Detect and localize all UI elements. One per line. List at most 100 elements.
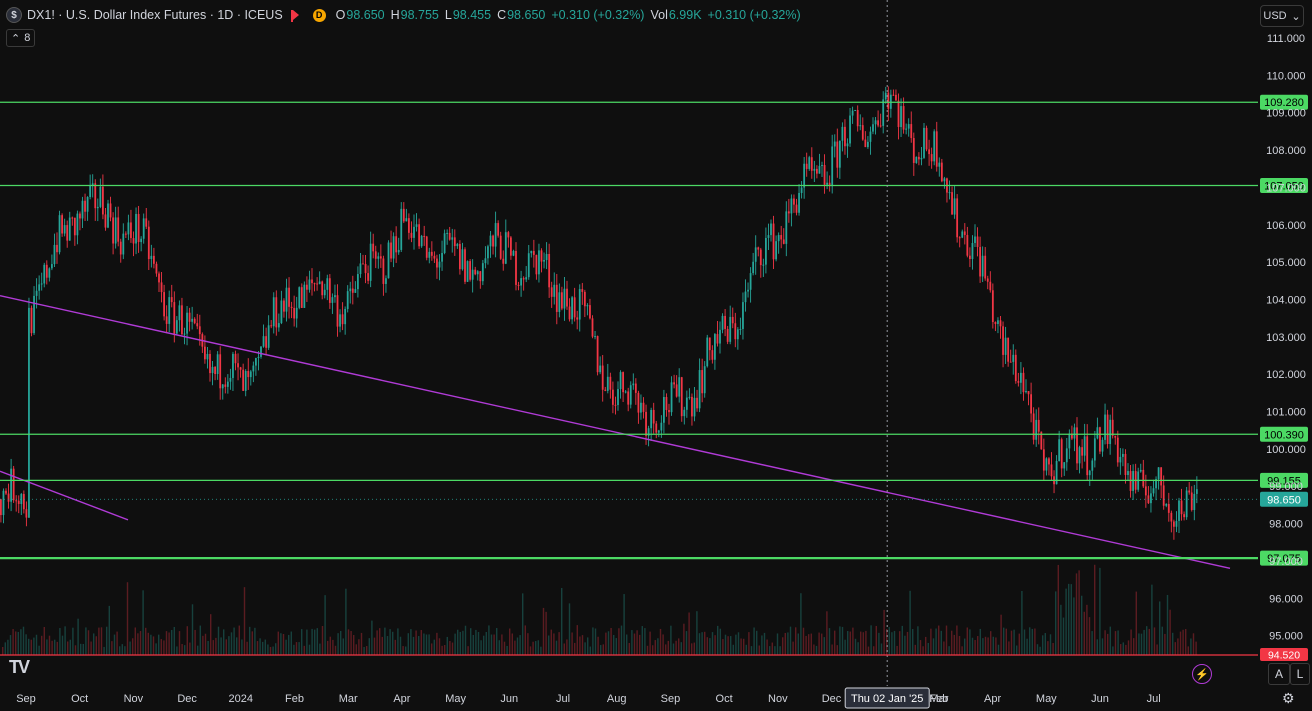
- candle-body: [844, 126, 846, 147]
- flag-icon[interactable]: [290, 10, 299, 22]
- candle-body: [655, 423, 658, 433]
- volume-bar: [698, 633, 701, 655]
- candle-body: [51, 264, 53, 269]
- candle-body: [1195, 489, 1198, 494]
- volume-bar: [293, 644, 295, 655]
- candle-body: [91, 183, 94, 186]
- volume-bar: [472, 634, 474, 655]
- volume-bar: [914, 644, 916, 655]
- candle-body: [351, 288, 354, 293]
- volume-bar: [1094, 564, 1096, 655]
- volume-bar: [1073, 597, 1075, 655]
- candle-body: [928, 149, 930, 155]
- candle-body: [1050, 464, 1053, 477]
- candle-body: [405, 218, 408, 222]
- auto-scale-button[interactable]: A: [1268, 663, 1290, 685]
- volume-bar: [883, 609, 885, 655]
- gear-icon[interactable]: ⚙: [1282, 690, 1295, 706]
- volume-bar: [1016, 645, 1018, 655]
- candle-body: [357, 274, 359, 290]
- candle-body: [137, 213, 140, 243]
- volume-bar: [594, 628, 597, 655]
- volume-bar: [958, 636, 961, 655]
- volume-bar: [215, 637, 217, 655]
- volume-bar: [901, 625, 903, 655]
- x-axis-tick-label: Feb: [929, 693, 948, 705]
- candle-body: [721, 315, 724, 330]
- volume-bar: [899, 631, 901, 655]
- log-scale-button[interactable]: L: [1290, 663, 1310, 685]
- currency-selector[interactable]: USD ⌄: [1260, 5, 1304, 27]
- volume-bar: [717, 625, 719, 655]
- interval-label[interactable]: 1D: [217, 8, 234, 22]
- volume-bar: [254, 627, 256, 655]
- volume-bar: [696, 611, 698, 655]
- candle-body: [267, 325, 270, 348]
- candle-body: [321, 281, 324, 296]
- candle-body: [581, 289, 584, 292]
- indicators-toggle[interactable]: ⌃ 8: [6, 29, 36, 47]
- candle-body: [209, 353, 211, 374]
- candle-body: [453, 237, 456, 247]
- candle-body: [158, 273, 160, 283]
- volume-bar: [659, 628, 662, 655]
- volume-bar: [25, 634, 27, 655]
- volume-bar: [997, 644, 1000, 655]
- volume-bar: [134, 627, 136, 655]
- symbol-name[interactable]: DX1!: [27, 8, 55, 22]
- current-price-tag: [1260, 491, 1308, 507]
- candle-body: [668, 409, 670, 413]
- candle-body: [670, 382, 673, 413]
- candle-body: [604, 389, 607, 391]
- lightning-icon[interactable]: ⚡: [1192, 664, 1212, 684]
- volume-bar: [202, 635, 204, 655]
- volume-bar: [774, 646, 776, 655]
- candle-body: [402, 208, 405, 222]
- candle-body: [578, 289, 581, 320]
- volume-bar: [1107, 633, 1109, 655]
- indicator-count: 8: [24, 32, 31, 44]
- candle-body: [147, 226, 150, 260]
- candle-body: [1183, 514, 1185, 518]
- candle-body: [566, 288, 568, 307]
- volume-bar: [368, 638, 370, 655]
- volume-bar: [1112, 646, 1114, 655]
- candle-body: [1088, 470, 1091, 476]
- candle-body: [25, 509, 28, 518]
- candle-body: [196, 323, 199, 327]
- volume-bar: [334, 645, 337, 655]
- candle-body: [920, 157, 923, 160]
- volume-bar: [82, 643, 84, 655]
- candle-body: [507, 232, 510, 238]
- candle-body: [130, 222, 132, 239]
- candle-body: [555, 284, 558, 312]
- volume-bar: [12, 629, 14, 655]
- candle-body: [272, 297, 275, 327]
- volume-bar: [168, 632, 170, 655]
- candle-body: [752, 261, 755, 274]
- volume-bar: [527, 633, 529, 655]
- candle-body: [777, 235, 780, 242]
- candle-body: [571, 297, 573, 320]
- candle-body: [895, 94, 897, 101]
- candle-body: [186, 312, 188, 334]
- volume-bar: [233, 627, 235, 655]
- candle-body: [828, 182, 831, 187]
- tradingview-logo-icon[interactable]: TV: [9, 657, 30, 677]
- candle-body: [744, 291, 747, 303]
- volume-bar: [1135, 591, 1137, 655]
- volume-bar: [308, 644, 311, 655]
- volume-bar: [740, 638, 742, 655]
- candle-body: [1055, 460, 1058, 485]
- candle-body: [117, 217, 120, 242]
- volume-bar: [896, 645, 898, 655]
- candle-body: [392, 236, 395, 259]
- volume-bar: [337, 633, 339, 655]
- candle-body: [647, 428, 650, 436]
- volume-bar: [852, 627, 854, 655]
- candle-body: [918, 156, 920, 160]
- candle-body: [527, 253, 530, 278]
- candle-body: [719, 329, 721, 344]
- volume-bar: [888, 627, 890, 655]
